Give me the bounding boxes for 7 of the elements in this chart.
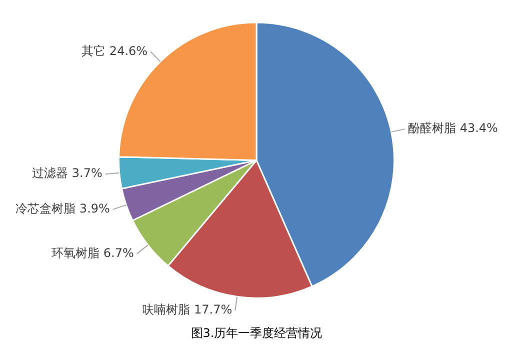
- slice-label: 其它 24.6%: [82, 44, 148, 58]
- slice-label: 酚醛树脂 43.4%: [408, 121, 498, 136]
- slice-label: 冷芯盒树脂 3.9%: [16, 202, 110, 216]
- text: 图3.历年一季度经营情况: [190, 326, 322, 340]
- slice-label: 呋喃树脂 17.7%: [142, 302, 232, 317]
- slice-label: 环氧树脂 6.7%: [52, 246, 134, 260]
- slice-label: 过滤器 3.7%: [32, 166, 102, 180]
